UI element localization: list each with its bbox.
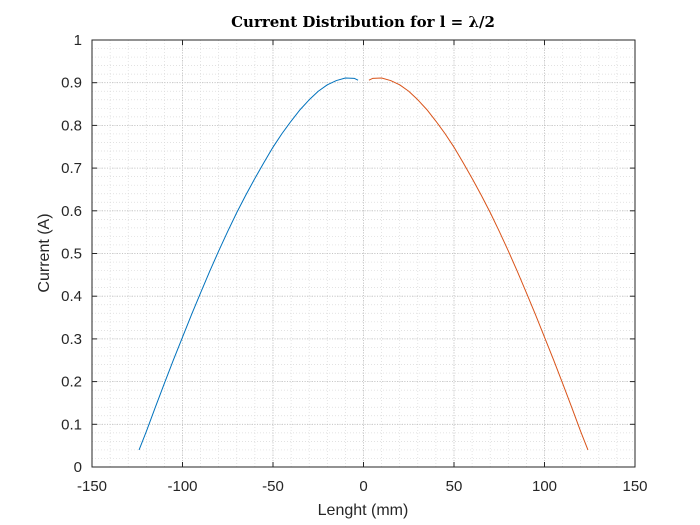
y-tick-label: 0.7 — [61, 160, 82, 177]
y-tick-label: 0.5 — [61, 246, 82, 263]
series-layer — [138, 77, 589, 451]
chart-title: Current Distribution for l = λ/2 — [231, 13, 495, 31]
y-tick-label: 0.4 — [61, 288, 82, 305]
y-tick-label: 0.1 — [61, 416, 82, 433]
y-tick-label: 0.2 — [61, 374, 82, 391]
x-tick-label: -100 — [167, 478, 197, 495]
y-tick-label: 0 — [74, 459, 82, 476]
x-tick-label: 0 — [359, 478, 367, 495]
series-line-2 — [368, 77, 589, 451]
x-tick-label: 150 — [622, 478, 647, 495]
y-tick-label: 1 — [74, 32, 82, 49]
y-tick-label: 0.8 — [61, 117, 82, 134]
y-tick-labels: 0 0.1 0.2 0.3 0.4 0.5 0.6 0.7 0.8 0.9 1 — [61, 32, 82, 476]
x-tick-label: 50 — [446, 478, 463, 495]
x-tick-labels: -150 -100 -50 0 50 100 150 — [77, 478, 648, 495]
x-tick-label: -150 — [77, 478, 107, 495]
y-tick-label: 0.3 — [61, 331, 82, 348]
x-tick-label: 100 — [532, 478, 557, 495]
ticks-layer — [91, 39, 636, 468]
x-tick-label: -50 — [262, 478, 284, 495]
y-axis-label: Current (A) — [36, 213, 53, 292]
y-tick-label: 0.6 — [61, 203, 82, 220]
series-line-1 — [138, 77, 359, 451]
y-tick-label: 0.9 — [61, 75, 82, 92]
x-axis-label: Lenght (mm) — [318, 502, 409, 519]
